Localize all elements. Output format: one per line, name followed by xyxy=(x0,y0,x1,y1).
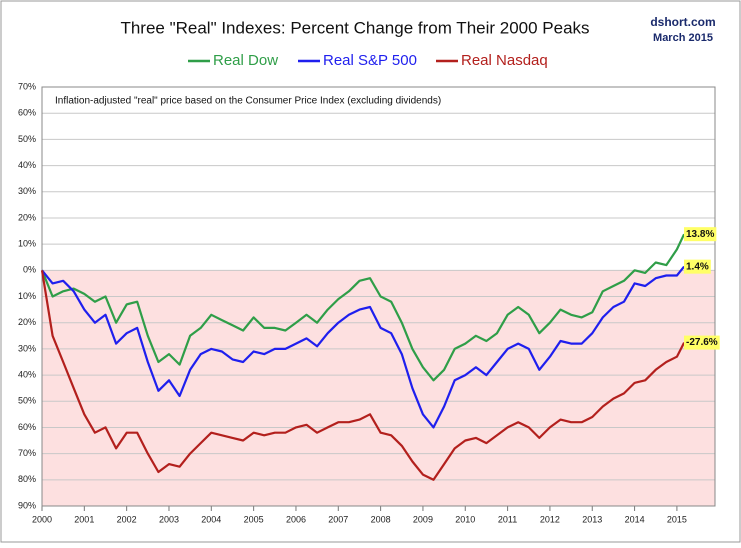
line xyxy=(40,270,686,481)
y-tick-label: 70% xyxy=(18,448,36,458)
x-tick-label: 2013 xyxy=(582,514,602,524)
chart-title: Three "Real" Indexes: Percent Change fro… xyxy=(120,18,589,37)
x-tick-label: 2010 xyxy=(455,514,475,524)
annotation-label: 1.4% xyxy=(686,261,709,272)
x-tick-label: 2009 xyxy=(413,514,433,524)
x-tick-label: 2011 xyxy=(498,514,517,524)
annotation-label: -27.6% xyxy=(686,337,718,348)
y-tick-label: 40% xyxy=(18,160,36,170)
line xyxy=(40,233,686,382)
annotation-box xyxy=(684,227,717,242)
x-tick-label: 2006 xyxy=(286,514,306,524)
y-tick-label: 50% xyxy=(18,396,36,406)
note: Inflation-adjusted "real" price based on… xyxy=(55,96,441,107)
y-tick-label: 10% xyxy=(18,291,36,301)
y-tick-label: 40% xyxy=(18,369,36,379)
legend-label: Real S&P 500 xyxy=(323,52,417,69)
plot: 70% 60% 50% 40% 30% 20% 10% 0% 10% 20% 30% 40% 50% 60… xyxy=(18,81,720,524)
legend: Real Dow Real S&P 500 Real Nasdaq xyxy=(188,52,548,69)
y-tick-label: 0% xyxy=(23,265,36,275)
x-tick-label: 2000 xyxy=(32,514,52,524)
y-tick-label: 50% xyxy=(18,134,36,144)
y-tick-label: 90% xyxy=(18,500,36,510)
x-tick-label: 2001 xyxy=(74,514,94,524)
annotation-label: 13.8% xyxy=(686,229,714,240)
source: dshort.com xyxy=(650,15,715,29)
y-tick-label: 60% xyxy=(18,422,36,432)
x-tick-label: 2007 xyxy=(328,514,348,524)
x-tick-label: 2003 xyxy=(159,514,179,524)
line xyxy=(41,265,685,429)
x-tick-label: 2005 xyxy=(244,514,264,524)
y-tick-label: 30% xyxy=(18,343,36,353)
y-tick-label: 60% xyxy=(18,108,36,118)
date: March 2015 xyxy=(653,32,713,44)
y-tick-label: 80% xyxy=(18,474,36,484)
y-tick-label: 10% xyxy=(18,239,36,249)
y-tick-label: 30% xyxy=(18,186,36,196)
x-tick-label: 2004 xyxy=(201,514,221,524)
legend-label: Real Dow xyxy=(213,52,278,69)
plot-border xyxy=(41,86,716,507)
annotation-box xyxy=(684,259,711,274)
y-tick-label: 20% xyxy=(18,212,36,222)
x-tick-label: 2008 xyxy=(371,514,391,524)
annotation-box xyxy=(684,335,720,350)
y-tick-label: 20% xyxy=(18,317,36,327)
x-tick-label: 2015 xyxy=(667,514,687,524)
x-tick-label: 2012 xyxy=(540,514,560,524)
legend-label: Real Nasdaq xyxy=(461,52,548,69)
x-tick-label: 2002 xyxy=(117,514,137,524)
x-tick-label: 2014 xyxy=(625,514,645,524)
y-tick-label: 70% xyxy=(18,81,36,91)
